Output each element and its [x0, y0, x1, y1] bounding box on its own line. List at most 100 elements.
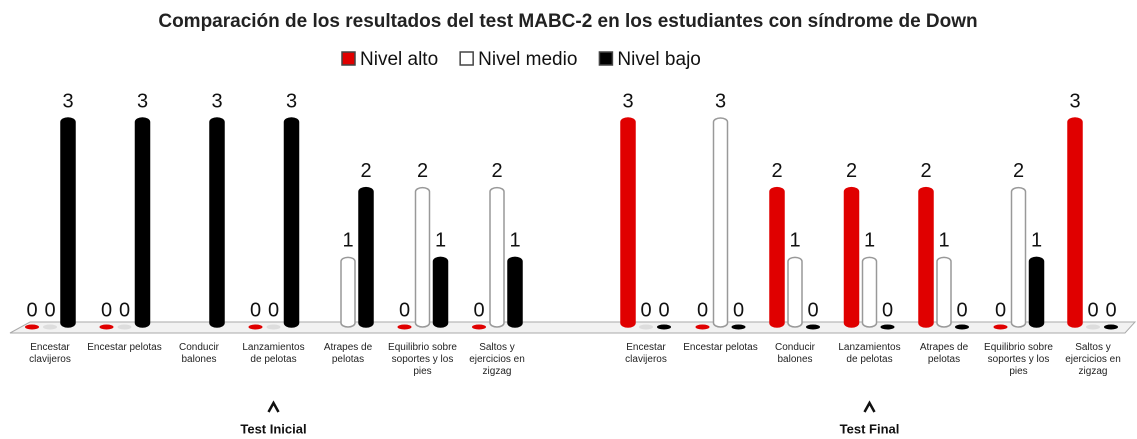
- x-tick-label: Encestar pelotas: [87, 342, 162, 353]
- x-tick-label: Encestar clavijeros: [625, 342, 667, 365]
- legend-swatch: [341, 51, 356, 66]
- x-tick-label: Conducir balones: [178, 342, 220, 365]
- data-label: 3: [211, 90, 222, 112]
- bar: [134, 117, 151, 328]
- x-tick-label: Atrapes de pelotas: [323, 342, 373, 365]
- data-label: 3: [1069, 90, 1080, 112]
- bar: [843, 186, 860, 328]
- data-label: 3: [715, 90, 726, 112]
- bar: [117, 324, 132, 330]
- x-tick-text: Lanzamientos de pelotas: [242, 342, 305, 365]
- bar: [806, 324, 820, 330]
- bar: [918, 186, 934, 328]
- group-label: Test Inicial: [240, 421, 306, 436]
- group-arrow: [863, 400, 876, 413]
- x-tick-text: Conducir balones: [774, 342, 816, 365]
- bar: [60, 117, 76, 328]
- x-tick-text: Lanzamientos de pelotas: [838, 342, 901, 365]
- bar: [695, 324, 710, 330]
- bar: [936, 256, 952, 328]
- bar: [861, 256, 878, 328]
- x-tick-text: Saltos y ejercicios en zigzag: [1065, 342, 1121, 377]
- data-label: 3: [622, 90, 633, 112]
- x-tick-text: Conducir balones: [178, 342, 220, 365]
- x-tick-text: Encestar pelotas: [683, 342, 758, 353]
- x-tick-label: Encestar pelotas: [683, 342, 758, 353]
- data-label: 3: [137, 90, 148, 112]
- bar: [340, 256, 356, 328]
- bar: [657, 324, 671, 330]
- bar: [1104, 324, 1118, 330]
- chart-title: Comparación de los resultados del test M…: [158, 11, 977, 32]
- data-label: 0: [1087, 299, 1098, 321]
- x-tick-text: Atrapes de pelotas: [323, 342, 373, 365]
- data-label: 0: [640, 299, 651, 321]
- data-label: 2: [491, 160, 502, 182]
- data-label: 0: [44, 299, 55, 321]
- data-label: 2: [417, 160, 428, 182]
- bar: [955, 324, 969, 330]
- legend-swatch: [459, 51, 474, 66]
- x-tick-label: Lanzamientos de pelotas: [838, 342, 901, 365]
- data-label: 1: [789, 230, 800, 252]
- data-label: 0: [956, 299, 967, 321]
- data-label: 0: [697, 299, 708, 321]
- data-label: 2: [1013, 160, 1024, 182]
- data-label: 1: [1031, 230, 1042, 252]
- data-label: 2: [771, 160, 782, 182]
- bar: [25, 324, 39, 330]
- data-label: 0: [807, 299, 818, 321]
- legend-swatch: [598, 51, 614, 66]
- data-label: 0: [733, 299, 744, 321]
- x-tick-label: Equilibrio sobre soportes y los pies: [984, 342, 1053, 377]
- x-tick-text: Saltos y ejercicios en zigzag: [469, 342, 525, 377]
- data-label: 1: [509, 230, 520, 252]
- bar: [472, 324, 486, 330]
- data-label: 1: [864, 230, 875, 252]
- x-tick-label: Encestar clavijeros: [29, 342, 71, 365]
- bar: [731, 324, 746, 330]
- x-tick-text: Encestar pelotas: [87, 342, 162, 353]
- bar: [248, 324, 263, 330]
- bar: [1086, 324, 1100, 330]
- data-label: 2: [920, 160, 931, 182]
- bar: [620, 117, 636, 328]
- x-tick-label: Lanzamientos de pelotas: [242, 342, 305, 365]
- data-label: 0: [399, 299, 410, 321]
- bar: [432, 256, 449, 328]
- data-label: 0: [658, 299, 669, 321]
- data-label: 0: [268, 299, 279, 321]
- data-label: 0: [995, 299, 1006, 321]
- bar: [358, 186, 374, 328]
- bar: [489, 186, 505, 328]
- data-label: 0: [26, 299, 37, 321]
- group-label: Test Final: [840, 421, 900, 436]
- x-tick-text: Encestar clavijeros: [625, 342, 667, 365]
- data-label: 0: [101, 299, 112, 321]
- data-label: 1: [938, 230, 949, 252]
- bar: [266, 324, 281, 330]
- x-tick-text: Equilibrio sobre soportes y los pies: [388, 342, 457, 377]
- data-label: 3: [62, 90, 73, 112]
- x-tick-text: Atrapes de pelotas: [919, 342, 969, 365]
- x-tick-label: Saltos y ejercicios en zigzag: [469, 342, 525, 377]
- bar: [1067, 117, 1083, 328]
- bar: [1010, 186, 1027, 328]
- data-label: 0: [882, 299, 893, 321]
- bar: [1028, 256, 1045, 328]
- x-tick-label: Equilibrio sobre soportes y los pies: [388, 342, 457, 377]
- x-tick-label: Atrapes de pelotas: [919, 342, 969, 365]
- bar: [712, 117, 729, 328]
- data-label: 0: [250, 299, 261, 321]
- data-label: 2: [360, 160, 371, 182]
- bar: [769, 186, 785, 328]
- bar: [397, 324, 412, 330]
- data-label: 0: [1105, 299, 1116, 321]
- x-tick-label: Saltos y ejercicios en zigzag: [1065, 342, 1121, 377]
- bar: [99, 324, 114, 330]
- legend-label: Nivel medio: [478, 49, 577, 70]
- x-tick-text: Equilibrio sobre soportes y los pies: [984, 342, 1053, 377]
- group-arrow: [267, 400, 280, 413]
- data-label: 2: [846, 160, 857, 182]
